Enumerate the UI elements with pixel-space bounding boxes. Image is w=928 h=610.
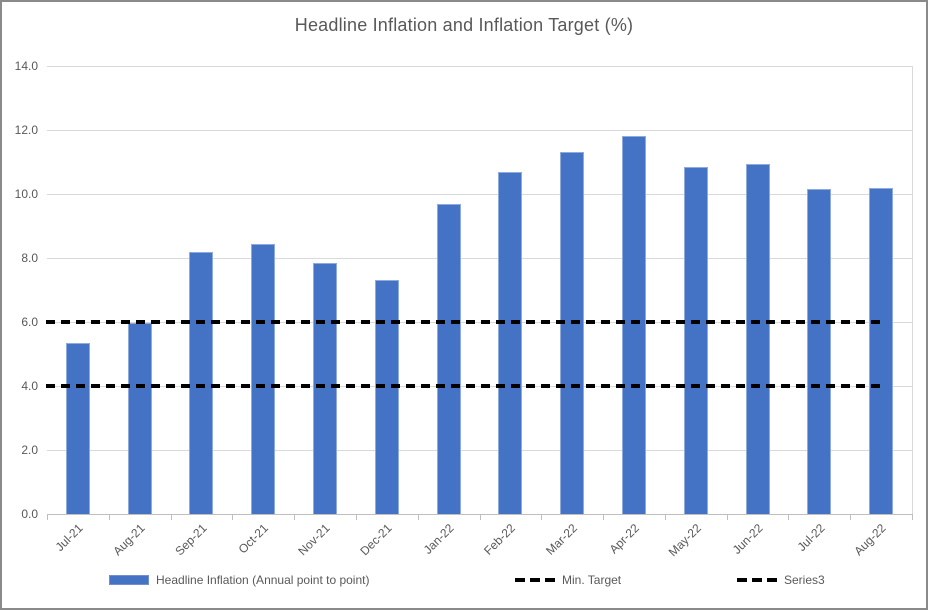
dashed-line-swatch-icon — [737, 578, 777, 582]
x-axis-tick — [232, 514, 233, 520]
y-gridline — [47, 194, 912, 195]
x-axis-label-feb-22: Feb-22 — [481, 521, 519, 558]
bar-sep-21 — [189, 252, 213, 514]
x-axis-label-jun-22: Jun-22 — [729, 521, 766, 557]
bar-may-22 — [684, 167, 708, 514]
legend-label: Min. Target — [562, 573, 622, 587]
y-axis-tick-label: 2.0 — [21, 443, 38, 457]
y-gridline — [47, 130, 912, 131]
y-axis-tick-label: 12.0 — [14, 123, 38, 137]
x-axis-tick — [294, 514, 295, 520]
x-axis-tick — [418, 514, 419, 520]
chart-title: Headline Inflation and Inflation Target … — [294, 15, 634, 35]
bar-mar-22 — [560, 152, 584, 514]
bar-dec-21 — [375, 280, 399, 514]
x-axis-label-may-22: May-22 — [665, 521, 704, 560]
bar-jul-22 — [807, 189, 831, 514]
x-axis-label-jul-21: Jul-21 — [52, 521, 86, 555]
x-axis-label-apr-22: Apr-22 — [606, 521, 642, 557]
bar-swatch-icon — [109, 575, 149, 585]
x-axis-tick — [356, 514, 357, 520]
x-axis-label-jul-22: Jul-22 — [794, 521, 828, 555]
x-axis-label-sep-21: Sep-21 — [172, 521, 210, 559]
legend-item-min-target: Min. Target — [515, 572, 621, 588]
bar-apr-22 — [622, 136, 646, 514]
y-axis-tick-label: 8.0 — [21, 251, 38, 265]
y-gridline — [47, 450, 912, 451]
x-axis-label-jan-22: Jan-22 — [420, 521, 457, 557]
bar-jan-22 — [437, 204, 461, 514]
x-axis-line — [47, 514, 912, 515]
x-axis-tick — [480, 514, 481, 520]
y-axis-tick-label: 14.0 — [14, 59, 38, 73]
y-gridline — [47, 66, 912, 67]
bar-nov-21 — [313, 263, 337, 514]
bar-oct-21 — [251, 244, 275, 514]
x-axis-label-dec-21: Dec-21 — [357, 521, 395, 559]
x-axis-tick — [912, 514, 913, 520]
x-axis-tick — [171, 514, 172, 520]
target-dashed-line — [46, 320, 883, 324]
x-axis-tick — [541, 514, 542, 520]
legend-label: Series3 — [784, 573, 825, 587]
x-axis-label-nov-21: Nov-21 — [295, 521, 333, 559]
target-dashed-line — [46, 384, 883, 388]
x-axis-tick — [788, 514, 789, 520]
bar-jul-21 — [66, 343, 90, 514]
y-axis-tick-label: 0.0 — [21, 507, 38, 521]
legend-label: Headline Inflation (Annual point to poin… — [156, 573, 370, 587]
y-gridline — [47, 258, 912, 259]
legend-item-headline-inflation: Headline Inflation (Annual point to poin… — [109, 572, 369, 588]
bar-aug-21 — [128, 323, 152, 514]
x-axis-tick — [603, 514, 604, 520]
bar-feb-22 — [498, 172, 522, 514]
plot-right-border — [912, 66, 913, 514]
x-axis-label-aug-21: Aug-21 — [110, 521, 148, 559]
x-axis-label-aug-22: Aug-22 — [851, 521, 890, 559]
x-axis-label-oct-21: Oct-21 — [235, 521, 272, 557]
y-axis-tick-label: 10.0 — [14, 187, 38, 201]
x-axis-tick — [47, 514, 48, 520]
x-axis-label-mar-22: Mar-22 — [543, 521, 581, 558]
bar-aug-22 — [869, 188, 893, 514]
dashed-line-swatch-icon — [515, 578, 555, 582]
x-axis-tick — [665, 514, 666, 520]
bar-jun-22 — [746, 164, 770, 514]
x-axis-tick — [109, 514, 110, 520]
x-axis-tick — [727, 514, 728, 520]
x-axis-tick — [850, 514, 851, 520]
legend-item-series3: Series3 — [737, 572, 825, 588]
y-axis-tick-label: 6.0 — [21, 315, 38, 329]
y-axis-tick-label: 4.0 — [21, 379, 38, 393]
